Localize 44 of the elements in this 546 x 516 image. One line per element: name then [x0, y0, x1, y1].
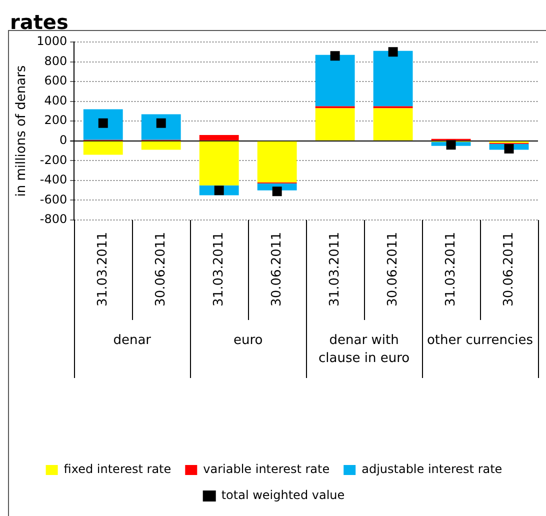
- y-tick-label: 1000: [36, 34, 68, 48]
- x-tick-label: 30.06.2011: [385, 232, 400, 306]
- bar: [83, 109, 123, 140]
- bar: [315, 54, 355, 106]
- chart-title: rates: [10, 10, 68, 34]
- y-tick-label: -600: [40, 192, 68, 206]
- point: [330, 51, 340, 61]
- point: [504, 144, 514, 154]
- point: [272, 186, 282, 196]
- bar: [141, 114, 181, 140]
- legend-label: total weighted value: [221, 488, 345, 502]
- bar: [83, 141, 123, 155]
- x-tick-label: 31.03.2011: [211, 232, 226, 306]
- text: denar with clause in euro: [318, 332, 410, 366]
- legend-label: fixed interest rate: [64, 462, 172, 476]
- x-tick-label: 30.06.2011: [269, 232, 284, 306]
- legend-label: adjustable interest rate: [362, 462, 502, 476]
- bar: [373, 108, 413, 140]
- y-tick-label: 600: [44, 74, 68, 88]
- point: [388, 47, 398, 57]
- y-tick-label: 0: [60, 133, 68, 148]
- bar: [257, 141, 297, 182]
- x-tick-label: 31.03.2011: [443, 232, 458, 306]
- bar: [373, 50, 413, 106]
- y-tick-label: -400: [40, 172, 68, 187]
- bar: [199, 134, 239, 140]
- y-tick-label: 800: [44, 54, 68, 68]
- y-tick-label: 200: [44, 113, 68, 128]
- text: euro: [233, 332, 263, 348]
- bar: [315, 108, 355, 140]
- point: [446, 140, 456, 150]
- y-tick-label: 400: [44, 93, 68, 108]
- y-tick-label: -800: [40, 212, 68, 226]
- x-tick-label: 31.03.2011: [96, 232, 111, 306]
- bar: [199, 141, 239, 186]
- text: other currencies: [426, 332, 534, 348]
- x-tick-label: 30.06.2011: [153, 232, 168, 306]
- x-tick-label: 30.06.2011: [501, 232, 516, 306]
- text: denar: [113, 332, 152, 348]
- y-tick-label: -200: [40, 152, 68, 167]
- x-tick-label: 31.03.2011: [327, 232, 342, 306]
- y-axis-title: in millions of denars: [14, 65, 30, 197]
- legend-label: variable interest rate: [203, 462, 330, 476]
- bar: [141, 141, 181, 150]
